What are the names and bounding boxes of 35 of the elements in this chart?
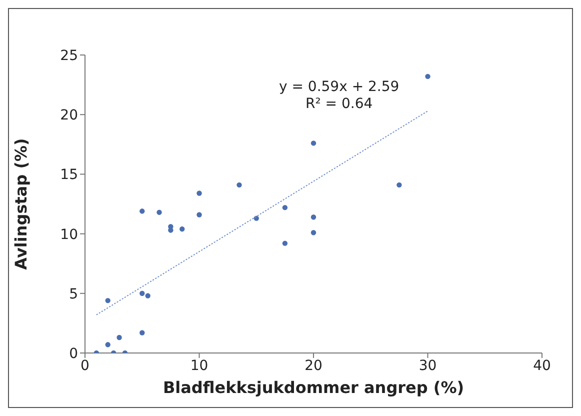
y-tick-label: 25 <box>60 48 78 64</box>
point <box>156 210 162 215</box>
y-tick-label: 0 <box>69 346 78 362</box>
y-tick-label: 20 <box>60 108 78 124</box>
point <box>140 290 145 296</box>
y-tick-label: 5 <box>69 286 78 302</box>
x-tick-label: 10 <box>190 358 208 374</box>
point <box>236 182 242 188</box>
point <box>310 214 316 220</box>
point <box>310 230 316 236</box>
x-tick-label: 40 <box>533 358 551 374</box>
point <box>254 216 259 221</box>
x-tick-label: 20 <box>304 358 322 374</box>
y-axis-title: Avlingstap (%) <box>12 138 31 270</box>
point <box>168 228 174 233</box>
y-tick-label: 10 <box>60 226 78 243</box>
x-tick-label: 0 <box>80 358 90 374</box>
point <box>105 342 110 348</box>
point <box>180 226 185 232</box>
point <box>310 140 316 146</box>
point <box>140 330 145 336</box>
x-tick-label: 30 <box>418 358 437 374</box>
point <box>282 240 288 246</box>
equation-note: y = 0.59x + 2.59 R² = 0.64 <box>279 79 400 113</box>
x-axis-title: Bladflekksjukdommer angrep (%) <box>162 378 464 397</box>
point <box>425 74 430 80</box>
point <box>196 190 202 196</box>
point <box>140 208 145 214</box>
point <box>116 334 122 340</box>
point <box>145 293 150 298</box>
point <box>396 182 402 188</box>
point <box>105 298 110 304</box>
point <box>282 204 288 210</box>
point <box>196 212 202 218</box>
y-tick-label: 15 <box>60 167 78 184</box>
